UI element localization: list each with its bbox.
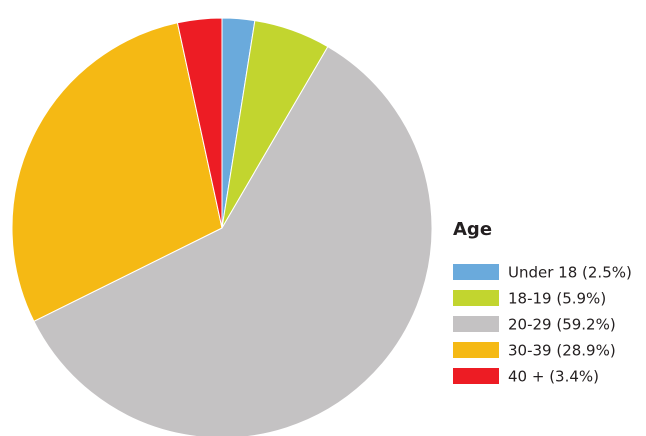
- legend-label: 18-19 (5.9%): [508, 290, 606, 308]
- pie-slice: [11, 22, 223, 323]
- pie-slice: [33, 45, 433, 436]
- legend-label: Under 18 (2.5%): [508, 264, 632, 282]
- legend-label: 20-29 (59.2%): [508, 316, 616, 334]
- legend-swatch: [453, 290, 499, 306]
- legend-swatch: [453, 316, 499, 332]
- legend-label: 40 + (3.4%): [508, 368, 599, 386]
- legend-swatch: [453, 342, 499, 358]
- legend-label: 30-39 (28.9%): [508, 342, 616, 360]
- legend-swatch: [453, 264, 499, 280]
- legend-swatch: [453, 368, 499, 384]
- legend-title: Age: [453, 219, 492, 240]
- pie-slice: [176, 17, 223, 229]
